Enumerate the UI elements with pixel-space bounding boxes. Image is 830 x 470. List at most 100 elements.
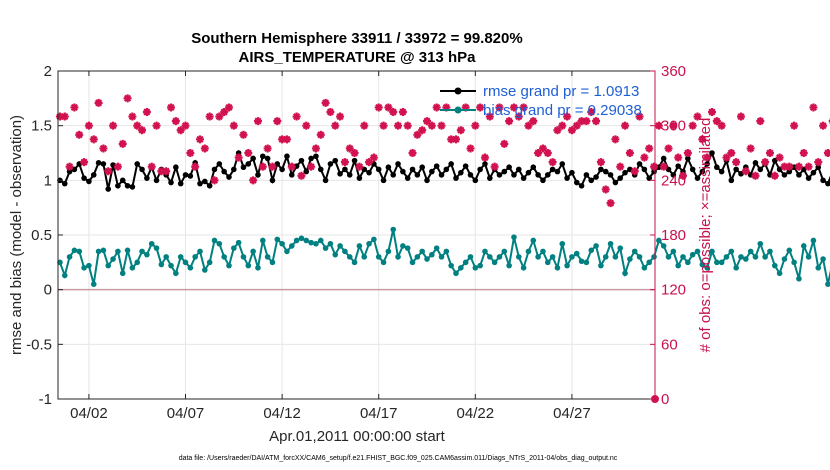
obs-marker-49: [292, 112, 301, 121]
series-1-point-43: [264, 254, 271, 260]
series-0-point-51: [303, 168, 310, 175]
series-0-point-60: [346, 172, 353, 178]
series-0-point-13: [119, 177, 126, 184]
y2-tick-label-2: 240: [661, 172, 686, 189]
series-1-point-137: [718, 259, 725, 266]
obs-marker-45: [273, 117, 282, 126]
series-0-point-54: [317, 166, 324, 173]
series-0-point-127: [670, 172, 677, 178]
series-0-point-144: [752, 160, 759, 166]
obs-marker-97: [524, 121, 533, 130]
x-tick-label-4: 04/22: [457, 405, 495, 422]
series-0-point-36: [231, 166, 237, 173]
series-0-point-155: [805, 175, 812, 181]
series-0-point-99: [535, 172, 541, 178]
series-1-point-64: [366, 240, 372, 247]
series-0-point-103: [554, 168, 561, 175]
obs-marker-77: [427, 121, 436, 130]
series-1-point-85: [467, 254, 474, 260]
series-1-point-39: [245, 262, 252, 269]
series-1-point-143: [747, 248, 754, 255]
series-1-point-130: [685, 259, 691, 266]
series-1-point-149: [776, 270, 783, 277]
series-0-point-3: [71, 166, 78, 173]
series-0-point-81: [448, 161, 454, 167]
obs-marker-65: [369, 153, 378, 162]
obs-marker-104: [558, 121, 567, 130]
obs-marker-3: [70, 103, 79, 112]
series-1-point-44: [269, 259, 276, 266]
series-0-point-26: [182, 172, 189, 178]
obs-marker-27: [186, 149, 195, 157]
y-tick-label-0: 2: [44, 63, 52, 80]
series-1-point-78: [433, 245, 440, 251]
series-0-point-139: [728, 177, 735, 184]
obs-marker-54: [316, 130, 325, 139]
series-0-point-38: [240, 164, 247, 171]
series-1-point-114: [607, 240, 614, 247]
obs-marker-99: [534, 149, 543, 157]
series-0-point-105: [564, 175, 570, 181]
series-1-point-150: [781, 256, 788, 262]
series-1-point-148: [771, 262, 778, 269]
series-0-point-95: [515, 166, 522, 173]
series-1: [57, 226, 830, 288]
series-0-point-53: [313, 153, 319, 160]
series-layer: [55, 94, 830, 403]
series-1-point-103: [554, 265, 561, 271]
series-0-point-16: [134, 161, 141, 167]
obs-marker-11: [109, 121, 118, 130]
series-0-point-9: [100, 161, 107, 167]
obs-marker-146: [761, 158, 770, 167]
obs-marker-156: [809, 103, 818, 112]
obs-marker-33: [215, 112, 224, 121]
series-1-point-108: [578, 258, 585, 265]
obs-marker-108: [577, 117, 586, 126]
obs-marker-79: [437, 121, 446, 130]
y-axis-right: 360 300 240 180 120 60 0: [650, 63, 686, 408]
series-1-point-99: [535, 254, 541, 260]
obs-marker-47: [282, 135, 291, 144]
series-0-point-59: [342, 166, 348, 173]
series-0-point-121: [641, 166, 648, 173]
obs-marker-117: [621, 121, 630, 130]
series-1-point-120: [636, 254, 643, 260]
obs-marker-10: [104, 167, 113, 176]
series-1-point-32: [211, 237, 218, 244]
series-1-point-36: [231, 245, 237, 251]
series-1-point-6: [86, 262, 92, 269]
obs-marker-37: [234, 153, 243, 162]
obs-marker-53: [311, 144, 320, 153]
obs-marker-155: [804, 162, 813, 171]
series-0-point-45: [274, 161, 281, 167]
obs-marker-8: [94, 98, 103, 107]
y-axis-left: 2 1.5 1 0.5 0 -0.5 -1: [26, 63, 63, 408]
series-1-point-159: [825, 281, 830, 287]
series-0-point-1: [61, 180, 68, 187]
series-1-point-33: [216, 240, 223, 247]
series-0-point-102: [549, 166, 556, 173]
series-1-point-25: [177, 254, 184, 260]
series-1-point-128: [675, 262, 681, 269]
series-1-point-144: [752, 254, 759, 260]
series-1-point-147: [767, 248, 773, 255]
obs-marker-102: [548, 158, 557, 167]
series-0-point-151: [786, 168, 793, 175]
obs-marker-86: [471, 121, 480, 130]
obs-marker-43: [263, 144, 272, 153]
series-1-point-13: [119, 270, 126, 277]
obs-marker-32: [210, 176, 219, 185]
obs-marker-26: [181, 121, 190, 130]
series-0-point-149: [776, 166, 783, 173]
obs-marker-120: [635, 112, 644, 121]
obs-marker-76: [423, 117, 432, 126]
obs-marker-56: [326, 108, 335, 116]
series-0-point-43: [264, 155, 271, 162]
series-0-point-116: [617, 175, 624, 181]
series-1-point-124: [656, 237, 662, 244]
series-1-point-84: [462, 259, 469, 266]
series-0-point-110: [588, 177, 595, 184]
series-0-point-156: [810, 169, 817, 176]
series-1-point-59: [342, 248, 348, 255]
